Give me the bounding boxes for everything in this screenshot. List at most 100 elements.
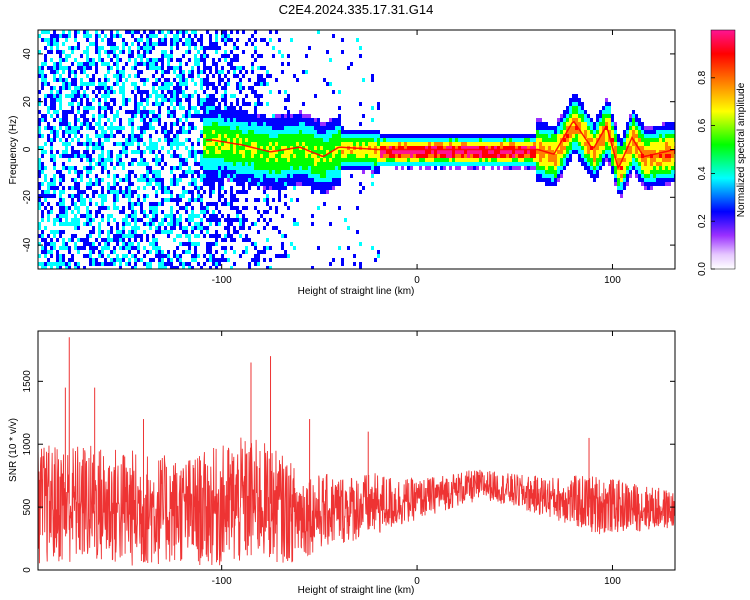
heatmap-cell — [98, 134, 101, 138]
heatmap-cell — [38, 130, 41, 134]
heatmap-cell — [167, 106, 170, 110]
heatmap-cell — [443, 146, 446, 150]
heatmap-cell — [203, 262, 206, 266]
heatmap-cell — [335, 118, 338, 122]
heatmap-cell — [257, 198, 260, 202]
heatmap-cell — [38, 118, 41, 122]
heatmap-cell — [329, 182, 332, 186]
heatmap-cell — [179, 78, 182, 82]
heatmap-cell — [461, 162, 464, 166]
heatmap-cell — [188, 266, 191, 269]
heatmap-cell — [47, 210, 50, 214]
heatmap-cell — [404, 138, 407, 142]
heatmap-cell — [167, 254, 170, 258]
heatmap-cell — [650, 166, 653, 170]
heatmap-cell — [395, 166, 398, 170]
heatmap-cell — [116, 82, 119, 86]
heatmap-cell — [80, 126, 83, 130]
heatmap-cell — [125, 254, 128, 258]
heatmap-cell — [212, 190, 215, 194]
heatmap-cell — [248, 122, 251, 126]
heatmap-cell — [191, 30, 194, 34]
heatmap-cell — [47, 202, 50, 206]
heatmap-cell — [122, 258, 125, 262]
heatmap-cell — [230, 102, 233, 106]
heatmap-cell — [605, 154, 608, 158]
heatmap-cell — [65, 94, 68, 98]
heatmap-cell — [173, 98, 176, 102]
heatmap-cell — [221, 186, 224, 190]
heatmap-cell — [185, 110, 188, 114]
heatmap-cell — [218, 194, 221, 198]
heatmap-cell — [107, 158, 110, 162]
heatmap-cell — [338, 138, 341, 142]
heatmap-cell — [50, 182, 53, 186]
heatmap-cell — [38, 226, 41, 230]
heatmap-cell — [83, 114, 86, 118]
heatmap-cell — [233, 178, 236, 182]
heatmap-cell — [107, 222, 110, 226]
heatmap-cell — [356, 130, 359, 134]
heatmap-cell — [146, 90, 149, 94]
heatmap-cell — [215, 62, 218, 66]
heatmap-cell — [509, 166, 512, 170]
heatmap-cell — [284, 146, 287, 150]
heatmap-cell — [497, 158, 500, 162]
heatmap-cell — [215, 166, 218, 170]
heatmap-cell — [128, 234, 131, 238]
heatmap-cell — [176, 42, 179, 46]
heatmap-cell — [101, 246, 104, 250]
heatmap-cell — [620, 162, 623, 166]
heatmap-cell — [101, 58, 104, 62]
snr-y-tick-label: 1500 — [22, 370, 33, 393]
heatmap-cell — [74, 134, 77, 138]
heatmap-cell — [206, 94, 209, 98]
heatmap-cell — [542, 150, 545, 154]
heatmap-cell — [104, 78, 107, 82]
heatmap-cell — [92, 246, 95, 250]
heatmap-cell — [362, 162, 365, 166]
heatmap-cell — [209, 246, 212, 250]
heatmap-cell — [383, 150, 386, 154]
heatmap-cell — [374, 138, 377, 142]
heatmap-cell — [152, 218, 155, 222]
heatmap-cell — [50, 250, 53, 254]
heatmap-cell — [131, 54, 134, 58]
heatmap-cell — [434, 142, 437, 146]
heatmap-cell — [611, 118, 614, 122]
heatmap-cell — [623, 130, 626, 134]
heatmap-cell — [119, 126, 122, 130]
heatmap-cell — [158, 202, 161, 206]
heatmap-cell — [206, 102, 209, 106]
heatmap-cell — [149, 118, 152, 122]
heatmap-cell — [545, 154, 548, 158]
heatmap-cell — [482, 138, 485, 142]
heatmap-cell — [149, 34, 152, 38]
heatmap-cell — [578, 138, 581, 142]
heatmap-cell — [359, 142, 362, 146]
heatmap-cell — [254, 106, 257, 110]
heatmap-cell — [38, 222, 41, 226]
heatmap-cell — [143, 118, 146, 122]
heatmap-cell — [236, 154, 239, 158]
heatmap-cell — [230, 114, 233, 118]
heatmap-cell — [449, 138, 452, 142]
heatmap-cell — [281, 186, 284, 190]
heatmap-cell — [56, 266, 59, 269]
heatmap-cell — [203, 66, 206, 70]
heatmap-cell — [392, 150, 395, 154]
heatmap-cell — [359, 182, 362, 186]
heatmap-cell — [269, 170, 272, 174]
heatmap-cell — [59, 234, 62, 238]
heatmap-cell — [62, 50, 65, 54]
heatmap-cell — [272, 130, 275, 134]
heatmap-cell — [164, 50, 167, 54]
heatmap-cell — [188, 182, 191, 186]
heatmap-cell — [542, 134, 545, 138]
heatmap-cell — [179, 166, 182, 170]
heatmap-cell — [149, 226, 152, 230]
heatmap-cell — [221, 30, 224, 34]
heatmap-cell — [461, 146, 464, 150]
heatmap-cell — [53, 102, 56, 106]
heatmap-cell — [41, 154, 44, 158]
